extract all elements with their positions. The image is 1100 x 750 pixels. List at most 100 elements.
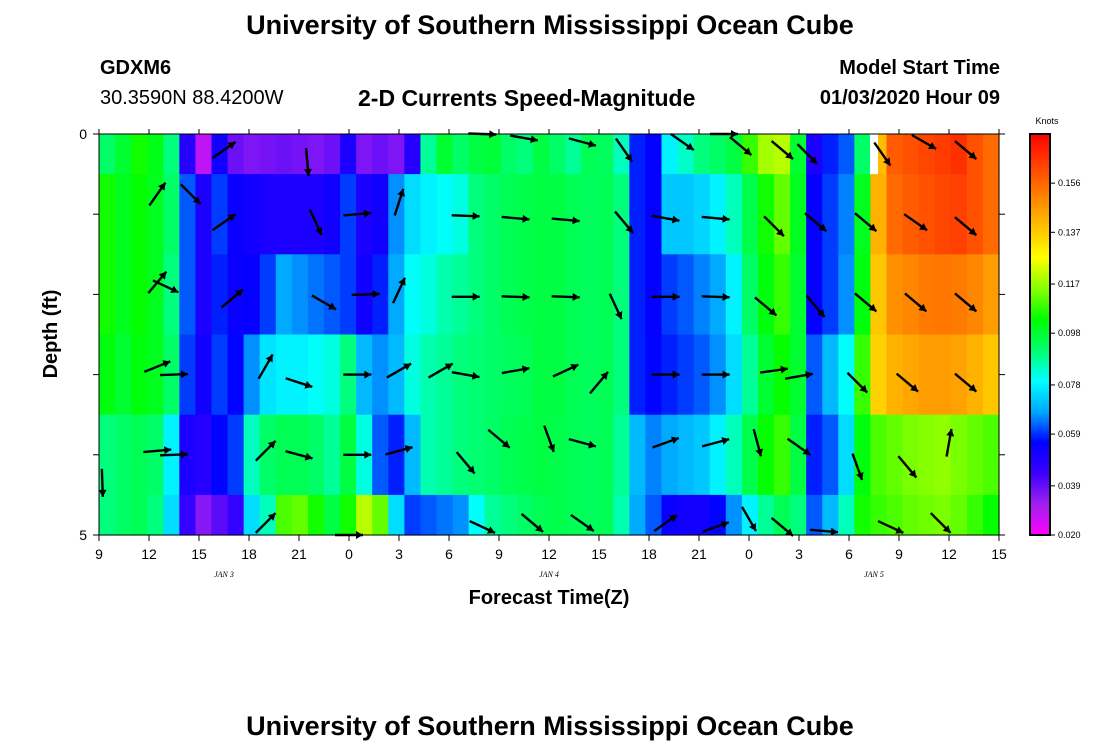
heatmap-cell bbox=[516, 134, 534, 175]
colorbar-bar bbox=[1029, 133, 1051, 536]
current-vector bbox=[211, 213, 237, 232]
current-vector bbox=[804, 212, 828, 233]
vector-head bbox=[685, 142, 694, 151]
heatmap-cell bbox=[484, 174, 502, 255]
heatmap-cell bbox=[757, 414, 775, 496]
heatmap-cell bbox=[549, 174, 566, 255]
heatmap-cell bbox=[115, 254, 132, 336]
heatmap-cell bbox=[565, 174, 582, 255]
current-vector bbox=[702, 520, 730, 533]
heatmap-cell bbox=[982, 134, 1000, 175]
current-vector bbox=[427, 362, 454, 379]
vector-head bbox=[817, 309, 825, 318]
heatmap-cell bbox=[500, 414, 518, 496]
colorbar-tick-label: 0.156 bbox=[1058, 178, 1081, 188]
heatmap-cell bbox=[468, 174, 486, 255]
heatmap-cell bbox=[757, 334, 775, 416]
heatmap-cell bbox=[790, 134, 807, 175]
current-vector bbox=[501, 214, 530, 223]
heatmap-cell bbox=[966, 174, 984, 255]
x-tick-label: 3 bbox=[795, 546, 803, 562]
vector-head bbox=[671, 215, 680, 224]
heatmap-cell bbox=[822, 494, 839, 536]
current-vector bbox=[501, 293, 530, 302]
heatmap-cell bbox=[420, 334, 438, 416]
heatmap-cell bbox=[838, 174, 855, 255]
vector-head bbox=[398, 277, 406, 286]
x-tick-label: 6 bbox=[845, 546, 853, 562]
heatmap-cell bbox=[147, 334, 164, 416]
heatmap-cell bbox=[982, 334, 1000, 416]
heatmap-cell bbox=[372, 414, 389, 496]
heatmap-cell bbox=[340, 494, 357, 536]
heatmap-cell bbox=[982, 174, 1000, 255]
heatmap-cell bbox=[163, 174, 180, 255]
heatmap-cell bbox=[291, 494, 309, 536]
current-vector bbox=[754, 296, 778, 317]
heatmap-cell bbox=[147, 174, 164, 255]
heatmap-cell bbox=[211, 254, 229, 336]
current-vector bbox=[159, 450, 189, 459]
vector-head bbox=[968, 151, 977, 160]
heatmap-cell bbox=[822, 134, 839, 175]
heatmap-cell bbox=[982, 414, 1000, 496]
vector-head bbox=[749, 523, 756, 532]
heatmap-cell bbox=[709, 174, 727, 255]
heatmap-cell bbox=[982, 254, 1000, 336]
heatmap-cell bbox=[99, 254, 116, 336]
heatmap-cell bbox=[629, 174, 647, 255]
heatmap-cell bbox=[645, 174, 663, 255]
heatmap-cell bbox=[516, 174, 534, 255]
current-vector bbox=[551, 216, 580, 225]
heatmap-cell bbox=[324, 494, 341, 536]
heatmap-cell bbox=[950, 414, 968, 496]
heatmap-cell bbox=[372, 334, 389, 416]
heatmap-cell bbox=[388, 414, 405, 496]
heatmap-cell bbox=[420, 414, 438, 496]
heatmap-cell bbox=[677, 494, 695, 536]
current-vector bbox=[945, 428, 955, 457]
heatmap-cell bbox=[163, 494, 180, 536]
current-vector bbox=[543, 425, 556, 453]
heatmap-cell bbox=[307, 134, 325, 175]
vector-head bbox=[158, 182, 166, 191]
heatmap-cell bbox=[99, 494, 116, 536]
heatmap-cell bbox=[838, 254, 855, 336]
heatmap-cell bbox=[500, 254, 518, 336]
heatmap-cell bbox=[420, 174, 438, 255]
x-tick-label: 21 bbox=[291, 546, 307, 562]
heatmap-cell bbox=[324, 334, 341, 416]
heatmap-cell bbox=[966, 134, 984, 175]
heatmap-cell bbox=[581, 174, 598, 255]
heatmap-cell bbox=[581, 134, 598, 175]
heatmap-cell bbox=[886, 414, 904, 496]
vector-head bbox=[227, 214, 236, 222]
vector-head bbox=[588, 440, 596, 449]
current-vector bbox=[451, 292, 480, 301]
vector-head bbox=[467, 465, 475, 474]
current-vector bbox=[285, 377, 313, 389]
vector-head bbox=[968, 384, 977, 392]
heatmap-cell bbox=[741, 334, 759, 416]
current-vector bbox=[796, 143, 819, 165]
current-vector bbox=[510, 134, 538, 144]
heatmap-cell bbox=[259, 414, 277, 496]
heatmap-cell bbox=[259, 174, 277, 255]
vector-head bbox=[805, 371, 813, 379]
heatmap-cell bbox=[902, 254, 920, 336]
x-tick-label: 9 bbox=[895, 546, 903, 562]
heatmap-cell bbox=[436, 254, 454, 336]
heatmap-cell bbox=[918, 174, 936, 255]
heatmap-cell bbox=[709, 254, 727, 336]
colorbar-tick-label: 0.098 bbox=[1058, 328, 1081, 338]
model-start-label: Model Start Time bbox=[839, 57, 1000, 79]
x-axis-title: Forecast Time(Z) bbox=[469, 587, 630, 609]
vector-head bbox=[908, 469, 917, 478]
heatmap-cell bbox=[147, 414, 164, 496]
vector-head bbox=[942, 525, 951, 533]
heatmap-cell bbox=[195, 254, 213, 336]
heatmap-cell bbox=[950, 494, 968, 536]
current-vector bbox=[954, 292, 978, 313]
vector-head bbox=[535, 524, 544, 532]
heatmap-cell bbox=[307, 254, 325, 336]
